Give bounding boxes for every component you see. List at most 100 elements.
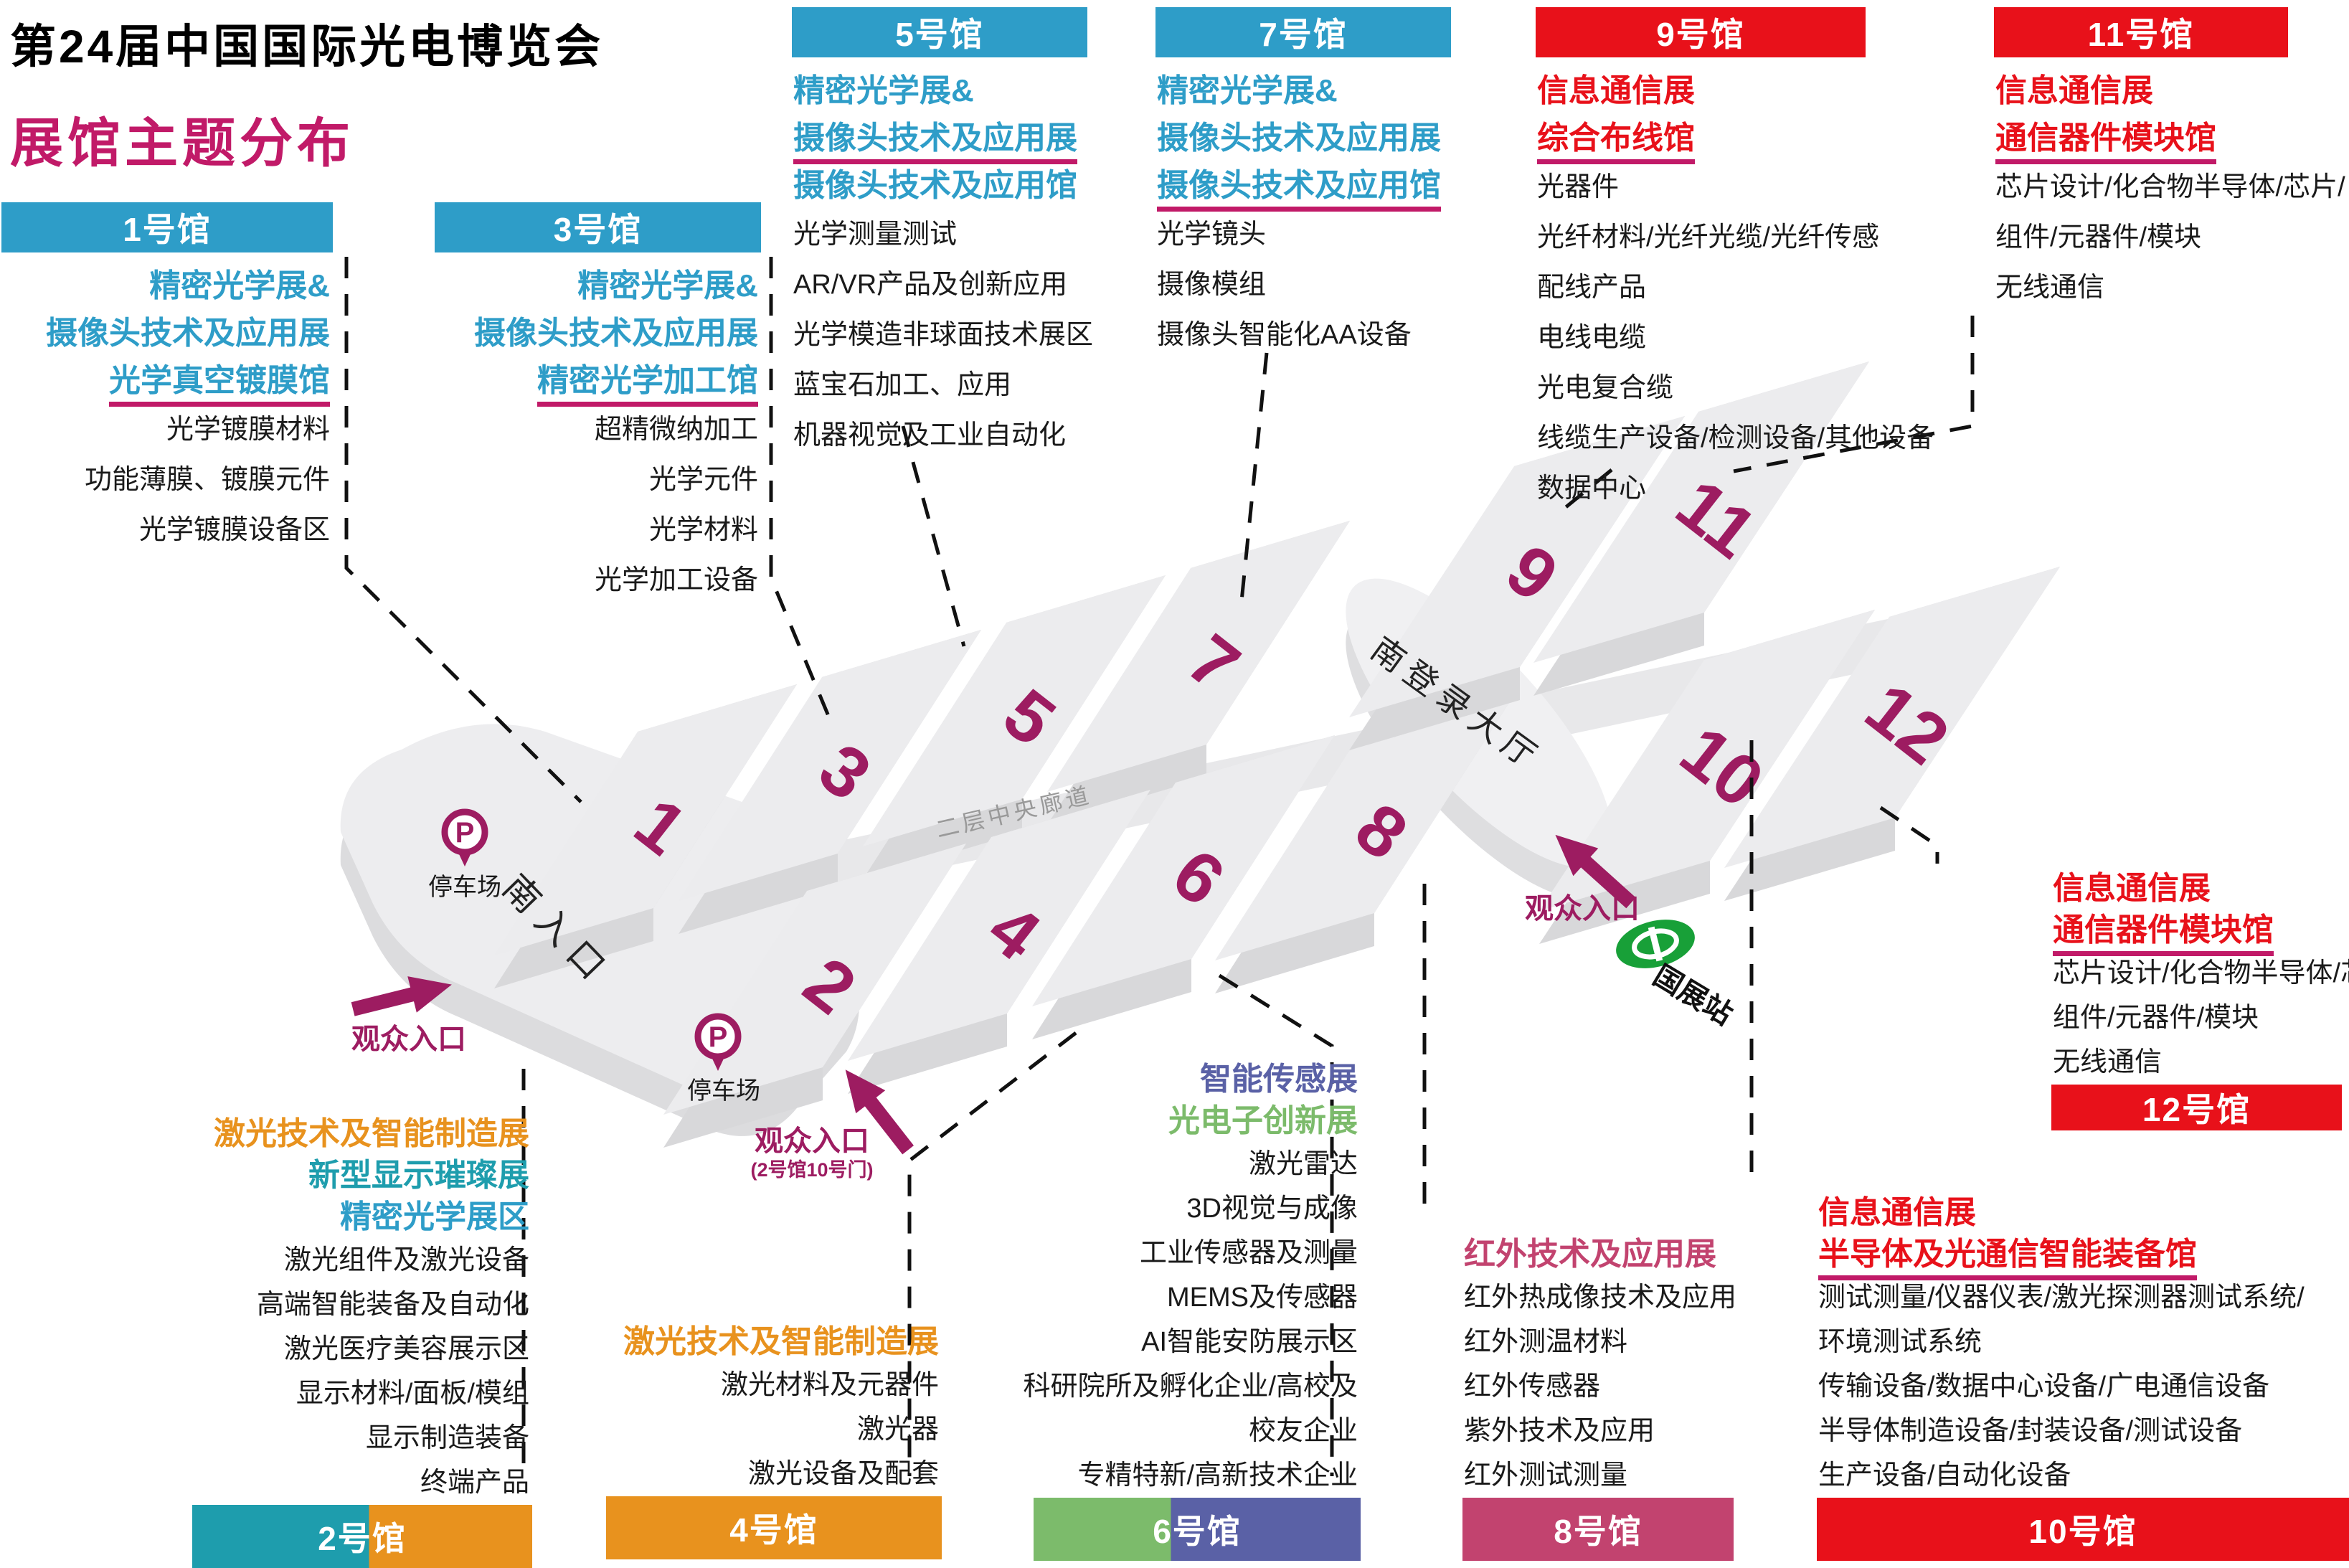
category-item: 3D视觉与成像 — [1186, 1194, 1358, 1224]
hall-slab-6: 6 — [1032, 735, 1335, 1039]
hall-slab-3: 3 — [679, 630, 981, 934]
hall12-header-label: 12号馆 — [2142, 1091, 2251, 1128]
category-item: 传输设备/数据中心设备/广电通信设备 — [1818, 1371, 2270, 1402]
parking-label: 停车场 — [687, 1077, 760, 1105]
category-item: 光学材料 — [648, 515, 758, 545]
hall8-panel: 红外技术及应用展 红外热成像技术及应用 红外测温材料 红外传感器 紫外技术及应用… — [1462, 1224, 1736, 1561]
hall9-header-label: 9号馆 — [1656, 16, 1745, 53]
hall6-header-bar: 6号馆 — [1034, 1498, 1361, 1561]
exhibition-heading: 精密光学展& — [149, 268, 330, 303]
category-item: 测试测量/仪器仪表/激光探测器测试系统/ — [1818, 1283, 2305, 1313]
exhibition-heading: 智能传感展 — [1200, 1062, 1358, 1097]
category-item: 光纤材料/光纤光缆/光纤传感 — [1537, 222, 1880, 252]
hall11-panel: 11号馆 信息通信展 通信器件模块馆 芯片设计/化合物半导体/芯片/ 组件/元器… — [1994, 7, 2345, 313]
category-item: 显示材料/面板/模组 — [296, 1379, 529, 1409]
sub-pavilion-heading: 半导体及光通信智能装备馆 — [1818, 1234, 2197, 1280]
sub-pavilion-heading: 摄像头技术及应用馆 — [1157, 162, 1441, 212]
category-item: AR/VR产品及创新应用 — [793, 270, 1068, 300]
exhibition-heading: 信息通信展 — [1818, 1195, 1976, 1230]
category-item: 紫外技术及应用 — [1464, 1416, 1655, 1446]
category-item: 芯片设计/化合物半导体/芯片/ — [2053, 958, 2349, 988]
category-item: 超精微纳加工 — [594, 415, 758, 445]
category-item: AI智能安防展示区 — [1141, 1327, 1358, 1357]
hall3-header-bar: 3号馆 — [435, 202, 761, 252]
category-item: 光学测量测试 — [793, 219, 958, 250]
page-title: 第24届中国国际光电博览会 — [10, 21, 604, 72]
hall10-panel: 信息通信展 半导体及光通信智能装备馆 测试测量/仪器仪表/激光探测器测试系统/ … — [1817, 1182, 2349, 1561]
sub-pavilion-heading: 光学真空镀膜馆 — [109, 357, 330, 407]
hall1-header-label: 1号馆 — [123, 211, 212, 248]
hall-slab-12: 12 — [1724, 567, 2060, 901]
category-item: 生产设备/自动化设备 — [1818, 1460, 2071, 1491]
category-item: 摄像头智能化AA设备 — [1157, 320, 1412, 350]
exhibition-heading: 信息通信展 — [1537, 73, 1695, 108]
exhibition-heading: 激光技术及智能制造展 — [623, 1324, 939, 1359]
sub-pavilion-heading: 通信器件模块馆 — [2053, 910, 2274, 956]
hall11-header-bar: 11号馆 — [1994, 7, 2288, 57]
svg-text:P: P — [455, 817, 475, 849]
hall5-header-label: 5号馆 — [895, 16, 984, 53]
hall12-panel: 信息通信展 通信器件模块馆 芯片设计/化合物半导体/芯片/ 组件/元器件/模块 … — [2051, 858, 2349, 1130]
category-item: 光学加工设备 — [594, 565, 758, 595]
exhibition-heading: 信息通信展 — [2053, 871, 2211, 906]
exhibition-heading: 信息通信展 — [1995, 73, 2153, 108]
hall7-panel: 7号馆 精密光学展& 摄像头技术及应用展 摄像头技术及应用馆 光学镜头 摄像模组… — [1155, 7, 1451, 360]
category-item: 机器视觉及工业自动化 — [793, 420, 1067, 450]
category-item: 红外测试测量 — [1464, 1460, 1628, 1491]
category-item: 红外测温材料 — [1464, 1327, 1628, 1357]
category-item: 工业传感器及测量 — [1139, 1238, 1358, 1268]
connector-hall6 — [1218, 973, 1334, 1476]
sub-pavilion-heading: 摄像头技术及应用馆 — [793, 168, 1077, 203]
exhibition-heading: 精密光学展区 — [340, 1199, 529, 1234]
exhibition-heading: 精密光学展& — [793, 73, 974, 108]
hall8-header-label: 8号馆 — [1554, 1513, 1643, 1550]
category-item: 摄像模组 — [1157, 270, 1267, 300]
category-item: 蓝宝石加工、应用 — [793, 370, 1012, 400]
category-item: 光学元件 — [648, 465, 758, 495]
connector-hall9 — [1560, 468, 1613, 512]
category-item: 激光器 — [856, 1414, 939, 1445]
connector-hall12 — [1879, 806, 1939, 864]
category-item: 光学镀膜材料 — [166, 415, 330, 445]
sub-pavilion-heading: 综合布线馆 — [1537, 115, 1695, 164]
category-item: 显示制造装备 — [365, 1423, 529, 1453]
hall2-header-bar: 2号馆 — [192, 1505, 532, 1568]
hall8-header-bar: 8号馆 — [1462, 1498, 1734, 1561]
connector-hall5 — [901, 425, 966, 647]
category-item: 配线产品 — [1537, 273, 1647, 303]
category-item: 专精特新/高新技术企业 — [1077, 1460, 1358, 1491]
exhibition-heading: 精密光学展& — [1157, 73, 1338, 108]
category-item: 激光材料及元器件 — [720, 1370, 939, 1400]
parking-label: 停车场 — [428, 874, 501, 901]
hall10-header-label: 10号馆 — [2028, 1513, 2137, 1550]
parking-icon: P — [694, 1013, 742, 1071]
page-subtitle: 展馆主题分布 — [10, 113, 354, 173]
category-item: 无线通信 — [1995, 273, 2105, 303]
category-item: 组件/元器件/模块 — [1995, 222, 2202, 252]
category-item: 红外传感器 — [1464, 1371, 1601, 1402]
hall2-panel: 激光技术及智能制造展 新型显示璀璨展 精密光学展区 激光组件及激光设备 高端智能… — [192, 1103, 532, 1568]
category-item: 科研院所及孵化企业/高校及 — [1023, 1371, 1358, 1402]
category-item: 激光组件及激光设备 — [283, 1245, 529, 1275]
visitor-entrance-arrow — [1555, 834, 1636, 909]
hall1-panel: 1号馆 精密光学展& 摄像头技术及应用展 光学真空镀膜馆 光学镀膜材料 功能薄膜… — [1, 202, 333, 555]
hall-slab-1: 1 — [494, 684, 797, 988]
visitor-entrance-arrow — [351, 976, 452, 1016]
exhibition-heading: 摄像头技术及应用展 — [793, 115, 1077, 164]
visitor-entrance-label: 观众入口 — [351, 1024, 466, 1055]
sub-pavilion-heading: 通信器件模块馆 — [1995, 115, 2216, 164]
visitor-entrance-label: 观众入口 — [1525, 893, 1640, 925]
connector-hall4 — [907, 1031, 1077, 1476]
connector-hall3 — [769, 257, 834, 725]
category-item: 激光设备及配套 — [747, 1459, 939, 1489]
category-item: 半导体制造设备/封装设备/测试设备 — [1818, 1416, 2243, 1446]
hall1-header-bar: 1号馆 — [1, 202, 333, 252]
exhibition-heading: 激光技术及智能制造展 — [214, 1116, 529, 1151]
exhibition-heading: 摄像头技术及应用展 — [46, 316, 330, 351]
parking-icon: P — [441, 808, 488, 866]
svg-text:P: P — [709, 1021, 728, 1053]
hall-slabs: 1 3 5 7 2 4 — [494, 362, 2060, 1148]
dashed-connectors — [344, 257, 1975, 1476]
category-item: 电线电缆 — [1537, 323, 1647, 353]
